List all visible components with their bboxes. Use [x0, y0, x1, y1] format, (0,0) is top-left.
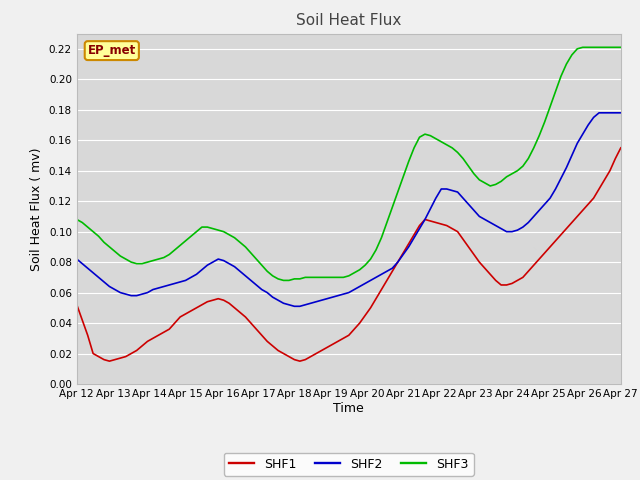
X-axis label: Time: Time: [333, 402, 364, 415]
Y-axis label: Soil Heat Flux ( mv): Soil Heat Flux ( mv): [30, 147, 44, 271]
Legend: SHF1, SHF2, SHF3: SHF1, SHF2, SHF3: [224, 453, 474, 476]
Title: Soil Heat Flux: Soil Heat Flux: [296, 13, 401, 28]
Text: EP_met: EP_met: [88, 44, 136, 57]
